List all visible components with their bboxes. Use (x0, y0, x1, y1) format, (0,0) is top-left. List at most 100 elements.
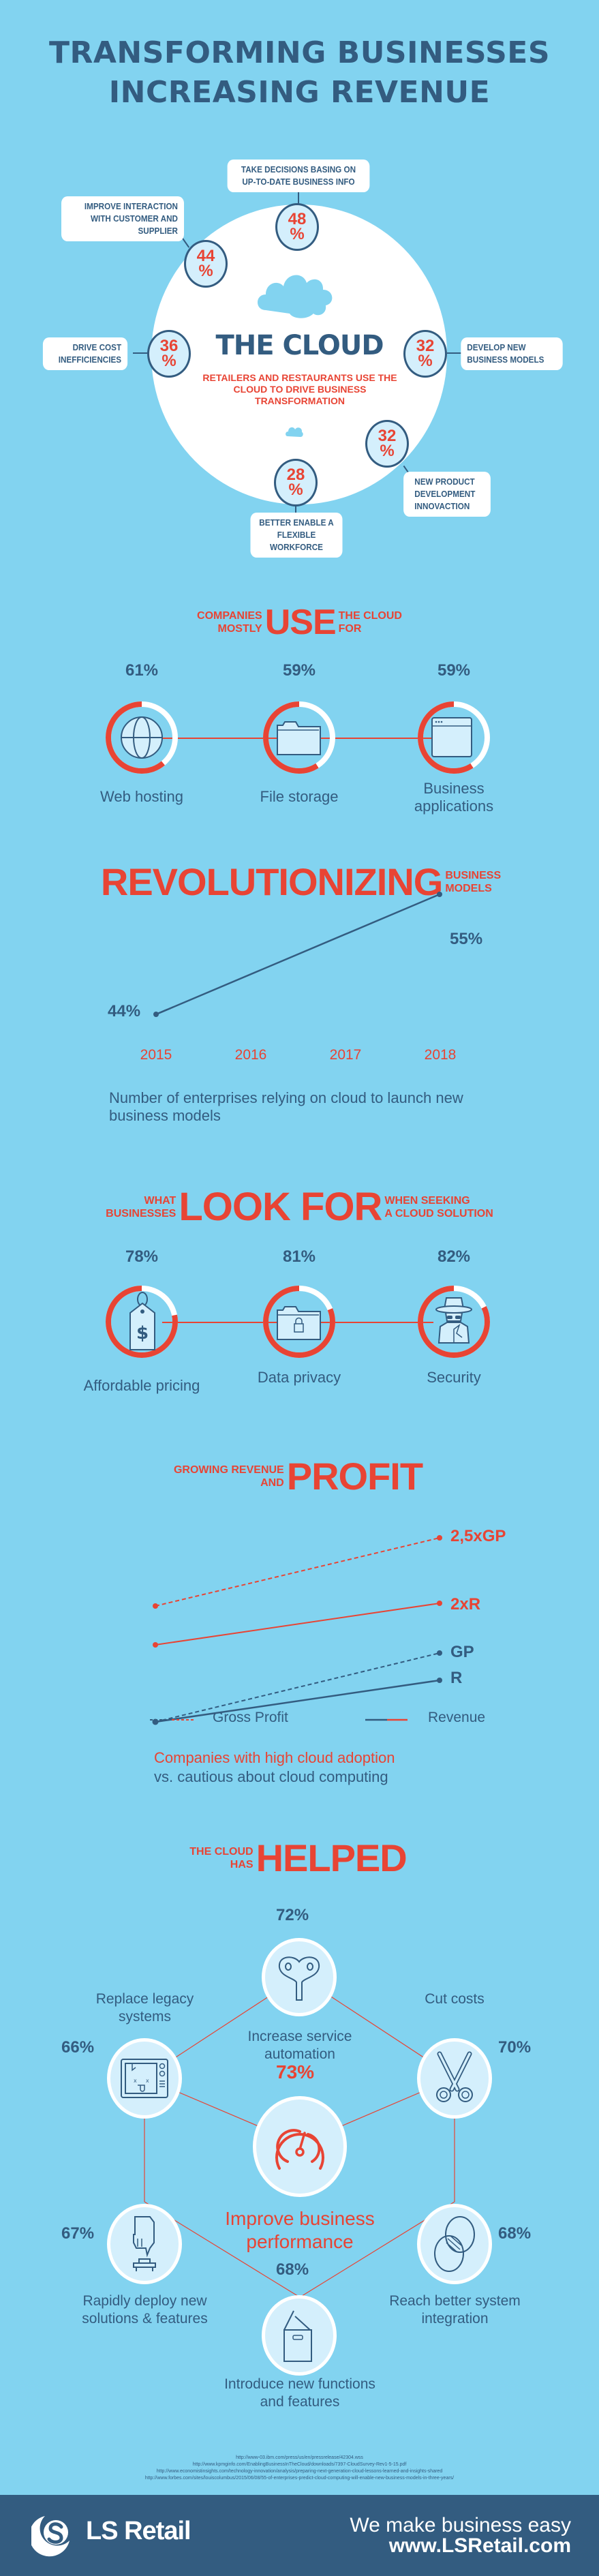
node-label: Replace legacy systems (95, 1991, 194, 2025)
profit-line-chart (152, 1535, 442, 1725)
source-link[interactable]: http://www.forbes.com/sites/louiscolumbu… (144, 2476, 455, 2481)
node-new-functions (262, 2295, 337, 2376)
node-service-automation (262, 1938, 337, 2016)
brand-name: LS Retail (86, 2517, 191, 2545)
pct-value: 32 (378, 427, 397, 445)
footer-tagline: We make business easy (350, 2514, 571, 2536)
cloud-item-pct-interaction: 44 % (184, 240, 228, 288)
label-low-r: R (450, 1669, 463, 1687)
stat-label: Data privacy (257, 1369, 341, 1386)
stat-pct: 78% (125, 1247, 159, 1266)
legend-solid-line (365, 1718, 408, 1721)
node-label: Cut costs (425, 1991, 485, 2007)
legend-revenue: Revenue (428, 1710, 486, 1725)
heading-small-text: COMPANIES (197, 610, 262, 622)
main-title-line2: INCREASING REVENUE (108, 75, 491, 110)
cloud-icon (258, 275, 333, 318)
node-system-integration (417, 2204, 492, 2284)
the-cloud-subtitle: RETAILERS AND RESTAURANTS USE THE CLOUD … (202, 372, 397, 406)
node-label: Increase service automation (247, 2029, 352, 2062)
cloud-item-pct-workforce: 28 % (274, 459, 318, 506)
source-link[interactable]: http://www.economistinsights.com/technol… (156, 2469, 443, 2474)
heading-small-text: BUSINESSES (106, 1208, 176, 1219)
price-tag-icon: $ (129, 1292, 155, 1350)
globe-icon (121, 716, 163, 759)
stat-label: File storage (260, 788, 339, 805)
svg-text:x: x (146, 2078, 149, 2084)
node-pct: 67% (61, 2224, 95, 2243)
press-button-icon (133, 2216, 156, 2271)
svg-text:$: $ (136, 1323, 149, 1344)
heading-small-text: MODELS (445, 883, 492, 894)
stat-label: Affordable pricing (83, 1377, 200, 1394)
pct-sign: % (290, 225, 305, 243)
chart-start-label: 44% (108, 1002, 141, 1020)
use-heading: COMPANIES MOSTLY USE THE CLOUD FOR (0, 605, 599, 640)
heading-small-text: FOR (338, 623, 362, 635)
heading-small-text: A CLOUD SOLUTION (384, 1208, 493, 1219)
center-node-pct: 73% (276, 2061, 315, 2082)
stat-label: Business applications (414, 780, 494, 815)
heading-small-text: WHAT (144, 1195, 176, 1207)
line-chart-business-models (153, 892, 442, 1017)
footer-url[interactable]: www.LSRetail.com (388, 2534, 571, 2557)
stat-pct: 59% (282, 661, 316, 680)
source-link[interactable]: http://www.kpmginfo.com/EnablingBusiness… (192, 2462, 407, 2467)
cloud-item-label-cost: DRIVE COST INEFFICIENCIES (42, 337, 128, 370)
venn-circles-icon (434, 2216, 475, 2272)
chart-end-label: 55% (450, 930, 483, 948)
node-rapid-deploy (107, 2204, 182, 2284)
revolution-heading: REVOLUTIONIZING BUSINESS MODELS (0, 863, 599, 901)
pct-value: 28 (286, 466, 305, 484)
source-link[interactable]: http://www-03.ibm.com/press/us/en/pressr… (236, 2455, 363, 2460)
svg-text:x: x (134, 2078, 137, 2084)
year-label: 2015 (140, 1047, 172, 1063)
profit-caption-line2: vs. cautious about cloud computing (154, 1768, 388, 1785)
label-high-gp: 2,5xGP (450, 1527, 506, 1545)
the-cloud-title: THE CLOUD (215, 330, 384, 361)
node-pct: 70% (498, 2038, 532, 2057)
year-label: 2016 (234, 1047, 267, 1063)
connector-line (447, 352, 462, 354)
profit-heading: GROWING REVENUE AND PROFIT (0, 1455, 599, 1498)
stat-pct: 82% (437, 1247, 471, 1266)
cloud-item-label-interaction: IMPROVE INTERACTION WITH CUSTOMER AND SU… (61, 196, 184, 241)
pct-sign: % (198, 262, 213, 280)
pct-sign: % (418, 352, 433, 370)
pct-sign: % (162, 352, 176, 370)
heading-big-text: PROFIT (286, 1455, 423, 1498)
node-label: Reach better system integration (389, 2293, 521, 2327)
stat-pct: 61% (125, 661, 159, 680)
connector-line (295, 506, 296, 515)
node-pct: 68% (276, 2260, 309, 2279)
node-pct: 66% (61, 2038, 95, 2057)
heading-big-text: HELPED (256, 1836, 408, 1879)
browser-window-icon (431, 717, 472, 757)
legend-gross-profit: Gross Profit (213, 1710, 288, 1725)
heading-small-text: THE CLOUD (189, 1846, 254, 1858)
node-pct: 72% (276, 1906, 309, 1924)
pct-value: 32 (416, 337, 435, 355)
node-label: Introduce new functions and features (224, 2376, 375, 2410)
heading-small-text: BUSINESS (445, 870, 502, 881)
cloud-item-label-business-models: DEVELOP NEW BUSINESS MODELS (461, 337, 563, 370)
cloud-item-pct-innovation: 32 % (365, 420, 409, 468)
label-low-gp: GP (450, 1643, 474, 1661)
cloud-item-label-innovation: NEW PRODUCT DEVELOPMENT INNOVACTION (403, 472, 491, 517)
node-label: Rapidly deploy new solutions & features (82, 2293, 208, 2327)
pct-value: 48 (288, 210, 307, 228)
heading-small-text: THE CLOUD (338, 610, 402, 622)
stat-pct: 59% (437, 661, 471, 680)
node-business-performance (253, 2096, 347, 2197)
lookfor-heading: WHAT BUSINESSES LOOK FOR WHEN SEEKING A … (0, 1187, 599, 1227)
cloud-item-pct-cost: 36 % (147, 330, 191, 378)
heading-small-text: MOSTLY (217, 623, 262, 635)
wind-up-key-icon (278, 1956, 320, 2001)
scissors-icon (436, 2051, 473, 2102)
cloud-item-label-workforce: BETTER ENABLE A FLEXIBLE WORKFORCE (250, 513, 343, 558)
pct-sign: % (288, 481, 303, 499)
chart-caption: Number of enterprises relying on cloud t… (109, 1089, 463, 1124)
label-high-r: 2xR (450, 1595, 481, 1613)
